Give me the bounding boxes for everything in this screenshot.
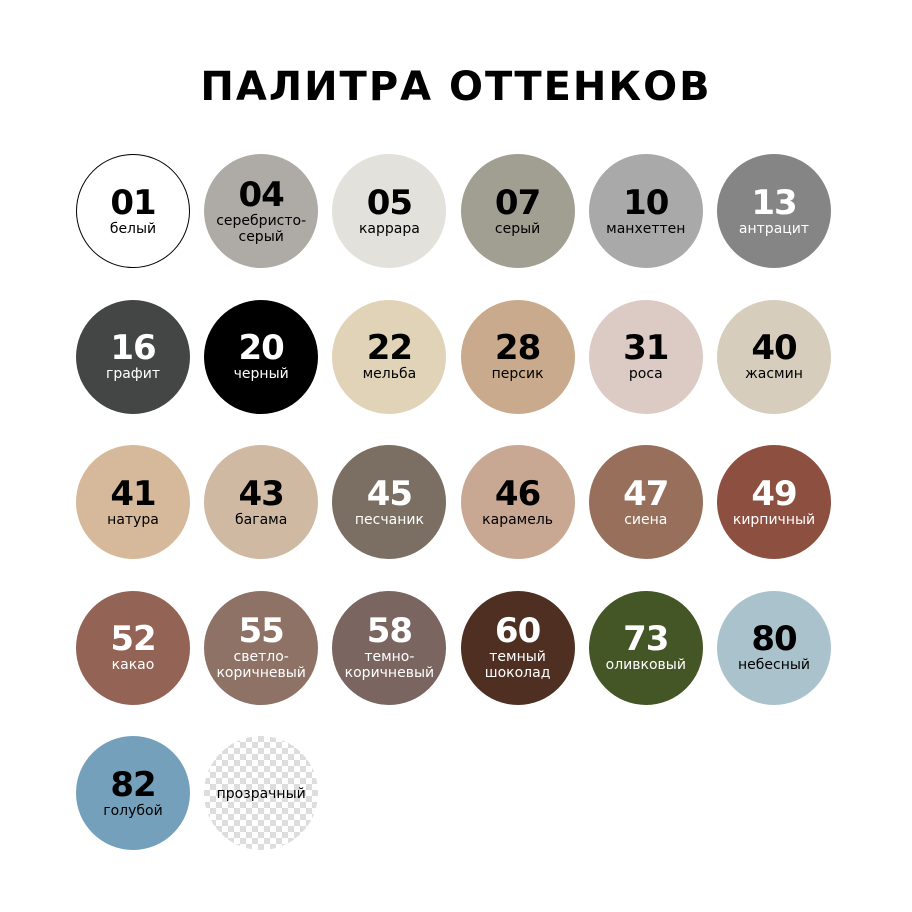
swatch-name: роса — [628, 366, 663, 382]
swatch-code: 16 — [110, 328, 156, 368]
color-swatch: 46 карамель — [460, 445, 575, 559]
color-swatch: 41 натура — [76, 445, 190, 559]
swatch-name: серебристо- серый — [216, 212, 307, 245]
swatch-name: какао — [111, 657, 155, 673]
swatch-code: 40 — [751, 328, 797, 368]
color-swatch: прозрачный — [204, 736, 319, 850]
swatch-code: 60 — [494, 611, 541, 651]
swatch-name: светло- коричневый — [216, 649, 306, 681]
swatch-name: мельба — [362, 366, 417, 382]
color-swatch: 82 голубой — [76, 736, 190, 850]
swatch-code: 43 — [238, 473, 285, 514]
swatch-code: 49 — [751, 473, 797, 514]
swatch-code: 13 — [751, 182, 797, 223]
swatch-code: 58 — [366, 611, 413, 651]
swatch-code: 45 — [366, 473, 413, 514]
color-swatch: 28 персик — [460, 299, 575, 414]
swatch-code: 07 — [494, 182, 541, 223]
swatch-name: кирпичный — [732, 511, 816, 528]
swatch-name: каррара — [358, 220, 420, 237]
swatch-code: 10 — [623, 182, 669, 223]
swatch-name: оливковый — [605, 657, 686, 673]
swatch-name: графит — [105, 366, 161, 382]
swatch-name: натура — [107, 511, 159, 528]
color-swatch: 16 графит — [76, 299, 190, 414]
swatch-code: 55 — [238, 611, 285, 651]
swatch-code: 01 — [110, 182, 156, 223]
swatch-name: песчаник — [354, 511, 424, 528]
color-swatch: 22 мельба — [332, 299, 447, 414]
page-title: ПАЛИТРА ОТТЕНКОВ — [200, 64, 712, 110]
swatch-code: 73 — [623, 619, 669, 659]
swatch-name: манхеттен — [606, 220, 686, 237]
swatch-code: 47 — [623, 473, 669, 514]
color-swatch: 04 серебристо- серый — [204, 154, 319, 268]
swatch-code: 80 — [751, 619, 797, 659]
color-swatch: 55 светло- коричневый — [204, 590, 319, 705]
color-swatch: 47 сиена — [588, 445, 703, 559]
swatch-code: 52 — [110, 619, 156, 659]
swatch-name: небесный — [737, 657, 811, 673]
swatch-code: 82 — [110, 764, 156, 805]
swatch-name: белый — [109, 220, 157, 237]
swatch-code: 20 — [238, 328, 285, 368]
swatch-name: голубой — [103, 802, 163, 819]
swatch-name: антрацит — [738, 220, 810, 237]
swatch-name: темно- коричневый — [344, 649, 435, 681]
swatch-name: прозрачный — [216, 785, 306, 802]
color-swatch: 40 жасмин — [717, 299, 831, 414]
swatch-code: 46 — [494, 473, 541, 514]
swatch-name: персик — [491, 366, 544, 382]
color-swatch: 01 белый — [76, 154, 190, 268]
swatch-code: 22 — [366, 328, 413, 368]
color-swatch: 05 каррара — [332, 154, 447, 268]
color-swatch: 43 багама — [204, 445, 319, 559]
swatch-name: сиена — [624, 511, 668, 528]
color-swatch: 58 темно- коричневый — [332, 590, 447, 705]
swatch-name: черный — [233, 366, 289, 382]
swatch-code: 28 — [494, 328, 541, 368]
swatch-name: жасмин — [745, 366, 803, 382]
color-swatch: 80 небесный — [717, 590, 831, 705]
swatch-name: карамель — [482, 511, 554, 528]
color-swatch: 60 темный шоколад — [460, 590, 575, 705]
swatch-name: серый — [494, 220, 541, 237]
color-swatch: 10 манхеттен — [588, 154, 703, 268]
color-swatch: 20 черный — [204, 299, 319, 414]
color-swatch: 13 антрацит — [717, 154, 831, 268]
color-swatch: 07 серый — [460, 154, 575, 268]
swatch-code: 04 — [238, 174, 285, 215]
swatch-code: 05 — [366, 182, 413, 223]
swatch-code: 31 — [623, 328, 669, 368]
color-swatch: 31 роса — [588, 299, 703, 414]
swatch-name: темный шоколад — [484, 649, 551, 681]
color-swatch: 52 какао — [76, 590, 190, 705]
swatch-code: 41 — [110, 473, 156, 514]
color-swatch: 45 песчаник — [332, 445, 447, 559]
color-swatch: 49 кирпичный — [717, 445, 831, 559]
swatch-name: багама — [235, 511, 288, 528]
color-swatch: 73 оливковый — [588, 590, 703, 705]
